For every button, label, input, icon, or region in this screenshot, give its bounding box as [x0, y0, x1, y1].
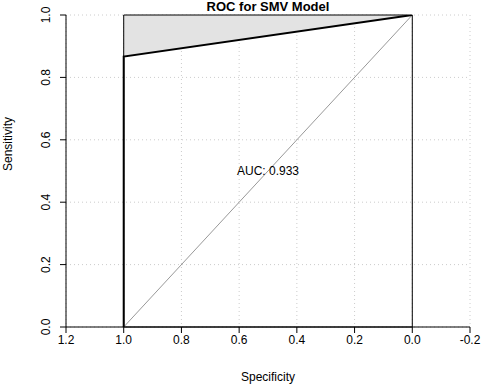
svg-text:0.8: 0.8 [39, 69, 53, 86]
svg-text:0.4: 0.4 [39, 194, 53, 211]
svg-text:0.6: 0.6 [39, 131, 53, 148]
svg-text:0.0: 0.0 [39, 318, 53, 335]
svg-text:0.0: 0.0 [404, 333, 421, 347]
svg-text:0.6: 0.6 [231, 333, 248, 347]
svg-text:1.0: 1.0 [115, 333, 132, 347]
svg-text:0.2: 0.2 [346, 333, 363, 347]
svg-text:0.8: 0.8 [173, 333, 190, 347]
svg-text:0.4: 0.4 [289, 333, 306, 347]
svg-text:Sensitivity: Sensitivity [8, 117, 15, 171]
svg-text:1.2: 1.2 [58, 333, 75, 347]
svg-text:Specificity: Specificity [241, 370, 295, 384]
html-text:ROC for SMV Model: ROC for SMV Model [206, 0, 330, 14]
svg-text:AUC: 0.933: AUC: 0.933 [237, 164, 299, 178]
svg-text:-0.2: -0.2 [460, 333, 481, 347]
svg-text:1.0: 1.0 [39, 6, 53, 23]
svg-text:0.2: 0.2 [39, 256, 53, 273]
